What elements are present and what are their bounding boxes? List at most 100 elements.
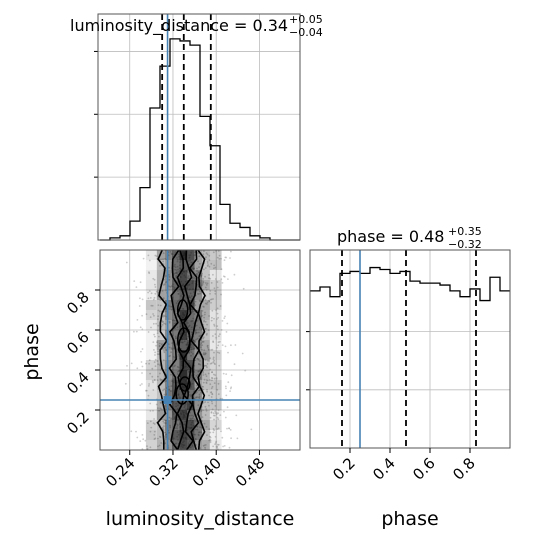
sample-point [235, 414, 238, 417]
sample-point [154, 292, 157, 295]
sample-point [139, 440, 142, 442]
sample-point [202, 401, 205, 404]
density-cell [145, 300, 157, 310]
density-cell [164, 430, 172, 440]
ytick-label-phase-1: 0.4 [63, 368, 93, 398]
sample-point [209, 416, 212, 419]
sample-point [204, 275, 207, 278]
sample-point [165, 289, 167, 292]
density-cell [145, 340, 157, 350]
sample-point [139, 384, 142, 387]
sample-point [145, 313, 148, 316]
sample-point [218, 335, 220, 338]
sample-point [209, 290, 212, 292]
density-cell [187, 310, 195, 320]
sample-point [211, 379, 213, 382]
sample-point [201, 348, 203, 351]
sample-point [146, 445, 148, 448]
sample-point [153, 379, 156, 381]
sample-point [225, 387, 227, 390]
sample-point [195, 396, 198, 399]
sample-point [212, 273, 214, 276]
sample-point [162, 389, 164, 392]
sample-point [162, 420, 165, 423]
sample-point [206, 363, 209, 365]
sample-point [209, 441, 212, 444]
density-cell [194, 290, 203, 300]
sample-point [202, 280, 204, 282]
sample-point [157, 350, 160, 353]
density-cell [202, 320, 210, 330]
density-cell [145, 440, 157, 450]
sample-point [198, 255, 201, 257]
sample-point [203, 353, 206, 356]
sample-point [221, 344, 224, 346]
sample-point [144, 439, 147, 442]
density-cell [202, 360, 210, 370]
sample-point [152, 313, 155, 315]
density-cell [171, 360, 180, 370]
sample-point [156, 353, 159, 355]
sample-point [206, 301, 209, 304]
density-cell [145, 330, 157, 340]
sample-point [160, 408, 162, 410]
ytick-label-phase-3: 0.8 [63, 288, 93, 318]
sample-point [197, 389, 200, 392]
density-cell [187, 340, 195, 350]
sample-point [201, 344, 204, 347]
sample-point [151, 367, 154, 370]
sample-point [221, 436, 224, 439]
density-cell [194, 390, 203, 400]
sample-point [205, 289, 208, 291]
sample-point [223, 410, 225, 413]
density-cell [202, 260, 210, 270]
sample-point [163, 393, 166, 396]
sample-point [228, 446, 231, 449]
density-cell [209, 400, 222, 410]
density-cell [179, 420, 188, 430]
ylabel-phase: phase [21, 323, 43, 380]
density-cell [145, 390, 157, 400]
sample-point [211, 393, 214, 396]
sample-point [165, 434, 167, 436]
density-cell [156, 330, 165, 340]
sample-point [136, 319, 139, 321]
sample-point [194, 329, 197, 332]
sample-point [206, 390, 209, 393]
density-cell [164, 380, 172, 390]
density-cell [145, 370, 157, 380]
sample-point [206, 323, 209, 326]
sample-point [151, 304, 154, 307]
sample-point [212, 412, 215, 414]
sample-point [204, 405, 207, 408]
hist-luminosity-distance-panel [94, 13, 301, 241]
sample-point [209, 292, 211, 295]
sample-point [230, 344, 232, 347]
sample-point [147, 331, 150, 333]
sample-point [224, 385, 227, 388]
sample-point [157, 304, 160, 306]
sample-point [222, 445, 225, 448]
sample-point [220, 257, 222, 260]
sample-point [202, 337, 205, 340]
density-cell [179, 330, 188, 340]
sample-point [210, 400, 213, 403]
density-cell [156, 300, 165, 310]
sample-point [234, 344, 237, 346]
density-cell [202, 270, 210, 280]
sample-point [154, 254, 157, 257]
sample-point [205, 364, 208, 367]
sample-point [197, 271, 200, 274]
sample-point [204, 414, 207, 416]
density-2d-panel: 0.24 0.32 0.40 0.48 0.2 0.4 0.6 0.8 [63, 249, 301, 490]
sample-point [149, 316, 152, 319]
sample-point [212, 431, 215, 434]
density-cell [187, 320, 195, 330]
sample-point [176, 366, 179, 368]
sample-point [213, 377, 216, 380]
sample-point [216, 416, 219, 419]
sample-point [203, 316, 206, 319]
density-cell [209, 290, 222, 300]
sample-point [217, 443, 220, 446]
xlabel-phase: phase [381, 508, 438, 530]
